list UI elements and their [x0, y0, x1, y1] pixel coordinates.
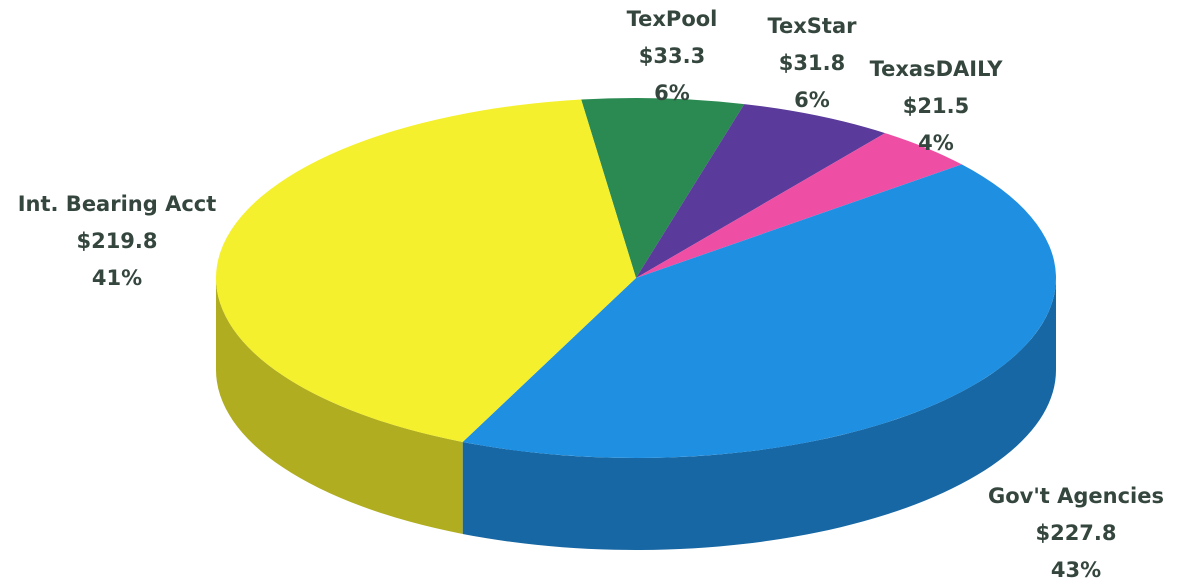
slice — [636, 133, 962, 278]
value-label: $31.8 — [779, 51, 845, 75]
value-label: $219.8 — [76, 229, 157, 253]
slice — [462, 164, 1057, 459]
slice-side — [216, 278, 463, 534]
percent-label: 6% — [794, 88, 830, 112]
percent-label: 41% — [92, 266, 142, 290]
percent-label: 6% — [654, 81, 690, 105]
percent-label: 4% — [918, 131, 954, 155]
slice-label: Int. Bearing Acct — [18, 192, 217, 216]
slice — [215, 99, 636, 442]
slice-label: TexasDAILY — [870, 57, 1004, 81]
slice — [636, 104, 886, 278]
slice-label: Gov't Agencies — [988, 484, 1164, 508]
slice-side — [462, 278, 1057, 550]
slice-label: TexPool — [627, 7, 718, 31]
value-label: $33.3 — [639, 44, 705, 68]
value-label: $227.8 — [1035, 521, 1116, 545]
value-label: $21.5 — [903, 94, 969, 118]
percent-label: 43% — [1051, 558, 1101, 580]
slice-label: TexStar — [767, 14, 857, 38]
slice — [581, 98, 745, 279]
